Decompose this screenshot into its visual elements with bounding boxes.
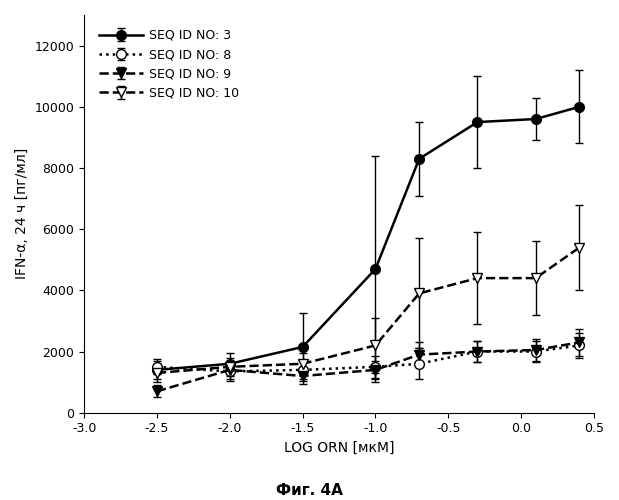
Legend: SEQ ID NO: 3, SEQ ID NO: 8, SEQ ID NO: 9, SEQ ID NO: 10: SEQ ID NO: 3, SEQ ID NO: 8, SEQ ID NO: 9…	[95, 25, 243, 103]
Text: Фиг. 4A: Фиг. 4A	[276, 483, 343, 498]
X-axis label: LOG ORN [мкМ]: LOG ORN [мкМ]	[284, 441, 394, 455]
Y-axis label: IFN-α, 24 ч [пг/мл]: IFN-α, 24 ч [пг/мл]	[15, 148, 29, 280]
